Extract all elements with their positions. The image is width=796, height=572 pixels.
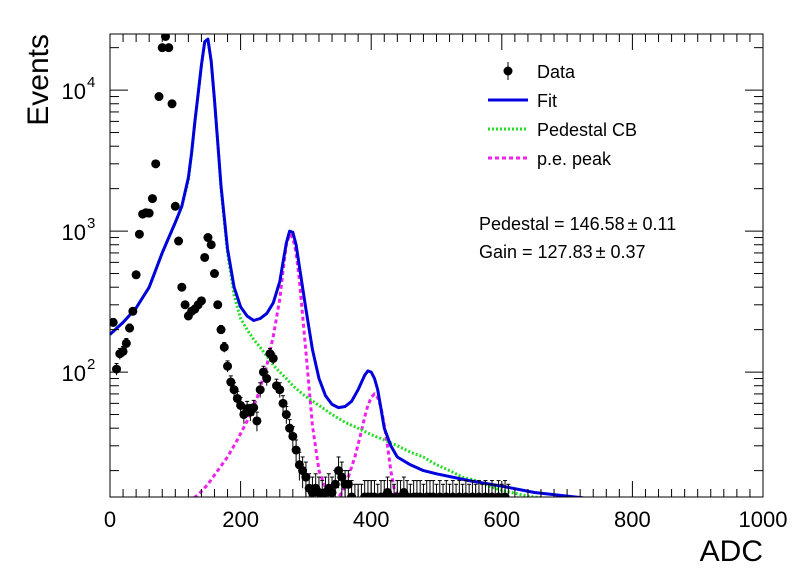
data-point <box>170 201 180 211</box>
data-point <box>330 479 340 489</box>
legend-label: Fit <box>537 91 557 111</box>
data-point <box>500 492 510 497</box>
x-tick-label: 0 <box>104 507 116 532</box>
data-point <box>131 270 141 280</box>
data-point <box>255 385 265 395</box>
y-tick-label: 10 <box>62 220 86 245</box>
data-point <box>144 208 154 218</box>
data-point <box>262 374 272 384</box>
data-point <box>337 472 347 482</box>
data-point <box>203 233 213 243</box>
data-point <box>209 269 219 279</box>
fit-curves <box>110 37 584 497</box>
pedestal-pm: ± <box>628 214 638 234</box>
data-point <box>134 229 144 239</box>
y-tick-label-exponent: 4 <box>87 74 95 91</box>
data-point <box>301 472 311 482</box>
data-point <box>174 236 184 246</box>
data-point <box>118 346 128 356</box>
gain-pm: ± <box>596 242 606 262</box>
data-point <box>288 431 298 441</box>
data-point <box>213 300 223 310</box>
data-point <box>177 282 187 292</box>
x-tick-label: 200 <box>222 507 259 532</box>
fit-curve <box>110 37 584 497</box>
x-tick-label: 800 <box>614 507 651 532</box>
data-point <box>219 342 229 352</box>
y-axis-label: Events <box>22 34 55 126</box>
data-point <box>347 492 357 497</box>
data-point <box>196 296 206 306</box>
data-point <box>275 385 285 395</box>
data-point <box>278 398 288 408</box>
data-point <box>216 325 226 335</box>
x-tick-label: 1000 <box>739 507 788 532</box>
data-point <box>164 43 174 53</box>
gain-value: Gain = 127.83 <box>479 242 593 262</box>
x-tick-label: 400 <box>353 507 390 532</box>
legend-label: Data <box>537 62 576 82</box>
gain-error: 0.37 <box>605 242 645 262</box>
data-point <box>232 393 242 403</box>
legend-label: Pedestal CB <box>537 120 637 140</box>
data-point <box>252 416 262 426</box>
data-point <box>200 252 210 262</box>
data-point <box>161 34 171 41</box>
data-point <box>268 353 278 363</box>
x-axis-label: ADC <box>700 535 763 568</box>
data-point <box>343 479 353 489</box>
data-point <box>229 385 239 395</box>
data-point <box>125 323 135 333</box>
pedestal-annotation: Pedestal = 146.58 ± 0.11 <box>479 214 676 234</box>
legend-label: p.e. peak <box>537 149 612 169</box>
y-tick-label: 10 <box>62 79 86 104</box>
y-tick-label-exponent: 3 <box>87 215 95 232</box>
data-point <box>151 159 161 169</box>
p-e-peak-curve-segment-1 <box>336 392 400 497</box>
data-points <box>110 34 511 497</box>
x-tick-labels: 0 200 400 600 800 1000 <box>104 507 788 532</box>
data-point <box>226 377 236 387</box>
pedestal-error: 0.11 <box>638 214 677 234</box>
data-point <box>110 317 118 327</box>
data-point <box>285 423 295 433</box>
data-point <box>154 92 164 102</box>
y-tick-label-exponent: 2 <box>87 356 95 373</box>
data-point <box>249 403 259 413</box>
data-point <box>206 240 216 250</box>
legend: Data Fit Pedestal CB p.e. peak <box>488 62 637 169</box>
data-point <box>281 410 291 420</box>
data-point <box>223 361 233 371</box>
data-point <box>167 99 177 109</box>
data-point <box>157 43 167 53</box>
data-point <box>128 306 138 316</box>
gain-annotation: Gain = 127.83 ± 0.37 <box>479 242 646 262</box>
data-point <box>147 194 157 204</box>
pedestal-value: Pedestal = 146.58 <box>479 214 625 234</box>
data-point <box>180 300 190 310</box>
y-tick-label: 10 <box>62 361 86 386</box>
x-tick-label: 600 <box>483 507 520 532</box>
axis-ticks <box>109 34 764 497</box>
legend-data-marker <box>503 66 513 76</box>
data-point <box>121 338 131 348</box>
data-point <box>112 364 122 374</box>
